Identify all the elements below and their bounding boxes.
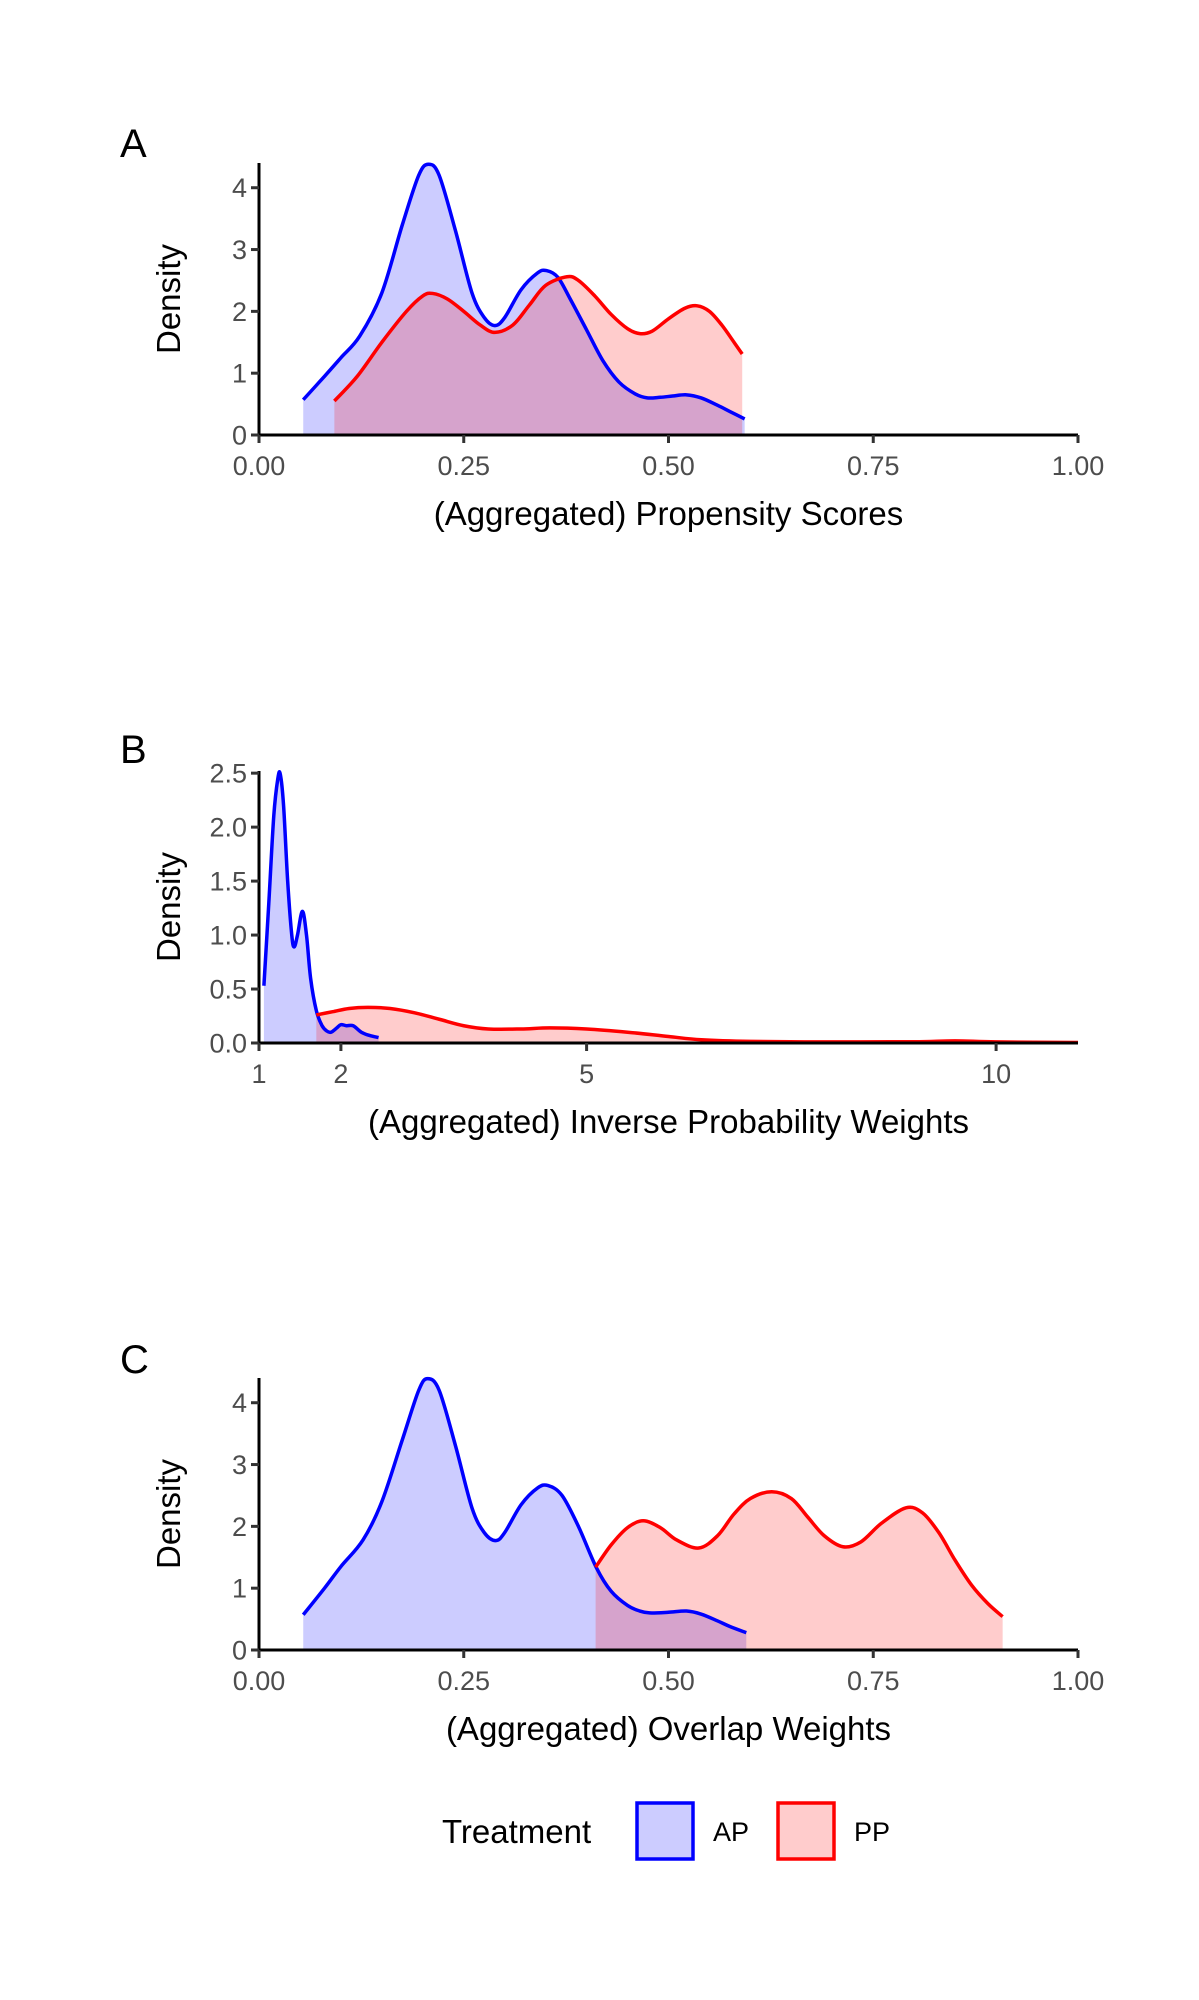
density-line-ap: [301, 1376, 747, 1635]
x-tick-label: 0.75: [847, 1666, 900, 1696]
x-tick-label: 0.00: [233, 451, 286, 481]
y-tick-label: 0: [232, 1636, 247, 1666]
y-tick-label: 2: [232, 1512, 247, 1542]
y-tick-label: 2.5: [209, 759, 247, 789]
x-tick-label: 0.25: [437, 451, 490, 481]
panel-label: C: [120, 1338, 149, 1382]
y-tick-label: 1.5: [209, 867, 247, 897]
density-line-ap: [301, 162, 746, 421]
y-tick-label: 4: [232, 173, 247, 203]
y-tick-label: 0.0: [209, 1029, 247, 1059]
y-axis-title: Density: [150, 1458, 187, 1569]
x-tick-label: 2: [333, 1059, 348, 1089]
y-axis-title: Density: [150, 243, 187, 354]
y-tick-label: 4: [232, 1388, 247, 1418]
panel-label: B: [120, 728, 147, 772]
x-axis-title: (Aggregated) Overlap Weights: [446, 1710, 891, 1747]
x-tick-label: 1: [251, 1059, 266, 1089]
panel-c: C 0 1 2 3 4 0.00 0.25 0.50 0.75 1.00 (Aggregated) O…: [120, 1338, 1104, 1747]
density-area-pp: [316, 1007, 1079, 1043]
x-tick-label: 10: [981, 1059, 1011, 1089]
y-axis-title: Density: [150, 851, 187, 962]
x-axis-title: (Aggregated) Propensity Scores: [434, 495, 904, 532]
x-tick-label: 1.00: [1052, 451, 1105, 481]
legend-label-ap: AP: [713, 1817, 749, 1847]
density-line-pp: [333, 274, 744, 403]
x-tick-label: 0.25: [437, 1666, 490, 1696]
x-tick-label: 1.00: [1052, 1666, 1105, 1696]
density-line-ap: [262, 770, 379, 1040]
legend-label-pp: PP: [854, 1817, 890, 1847]
y-tick-label: 0.5: [209, 975, 247, 1005]
y-tick-label: 3: [232, 235, 247, 265]
density-fills: [303, 1378, 1003, 1650]
density-area-pp: [595, 1491, 1003, 1650]
y-tick-label: 2: [232, 297, 247, 327]
x-tick-label: 0.50: [642, 451, 695, 481]
density-line-pp: [594, 1490, 1004, 1618]
density-lines: [262, 770, 1079, 1045]
x-tick-label: 0.75: [847, 451, 900, 481]
y-tick-label: 2.0: [209, 813, 247, 843]
legend: Treatment AP PP: [442, 1801, 890, 1861]
legend-title: Treatment: [442, 1813, 591, 1850]
legend-key-ap: [635, 1801, 695, 1861]
y-tick-label: 3: [232, 1450, 247, 1480]
x-axis-title: (Aggregated) Inverse Probability Weights: [368, 1103, 969, 1140]
y-tick-label: 1: [232, 1574, 247, 1604]
density-fills: [263, 771, 1079, 1043]
panel-label: A: [120, 122, 147, 166]
density-area-ap: [263, 771, 379, 1043]
y-tick-label: 1: [232, 359, 247, 389]
y-tick-label: 1.0: [209, 921, 247, 951]
panel-b: B 0.0 0.5 1.0 1.5 2.0 2.5 1 2 5 10 (Aggregated) Inv…: [120, 728, 1079, 1140]
legend-key-pp: [776, 1801, 836, 1861]
panel-a: A 0 1 2 3 4 0.00 0.25 0.50 0.75 1.00 (Aggregated) P…: [120, 122, 1104, 532]
x-tick-label: 5: [579, 1059, 594, 1089]
density-area-ap: [303, 164, 745, 436]
density-lines: [301, 162, 746, 421]
x-tick-label: 0.00: [233, 1666, 286, 1696]
x-tick-label: 0.50: [642, 1666, 695, 1696]
y-tick-label: 0: [232, 421, 247, 451]
density-lines: [301, 1376, 1004, 1635]
density-area-ap: [303, 1378, 747, 1650]
